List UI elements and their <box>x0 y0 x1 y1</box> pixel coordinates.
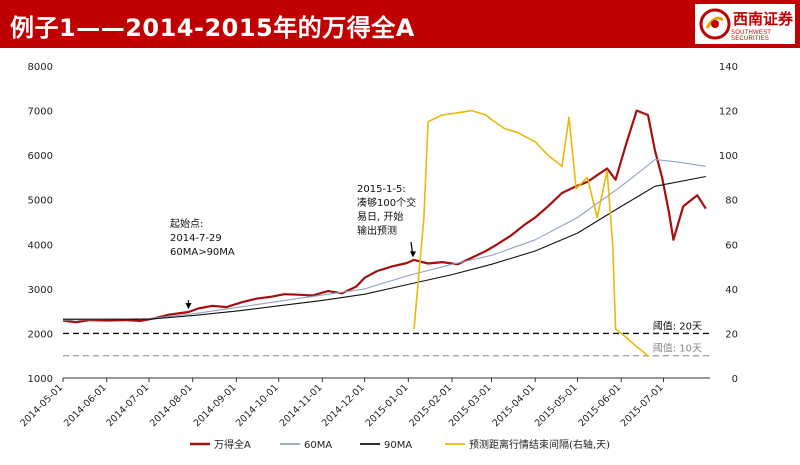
annotation-line: 凑够100个交 <box>357 198 417 209</box>
y-right-tick-label: 100 <box>719 151 738 162</box>
x-tick-label: 2014-11-01 <box>278 382 325 429</box>
x-tick-label: 2014-09-01 <box>192 382 239 429</box>
annotation-line: 输出预测 <box>357 226 397 237</box>
annotation-start-point: 起始点: 2014-7-29 60MA>90MA <box>170 218 235 260</box>
annotation-forecast-start: 2015-1-5: 凑够100个交 易日, 开始 输出预测 <box>357 183 416 239</box>
x-tick-label: 2014-08-01 <box>148 382 195 429</box>
legend-label: 90MA <box>384 440 412 451</box>
x-tick-label: 2014-10-01 <box>234 382 281 429</box>
annotation-line: 2014-7-29 <box>170 233 222 244</box>
y-left-tick-label: 5000 <box>28 196 53 207</box>
x-tick-label: 2015-03-01 <box>447 382 494 429</box>
x-tick-label: 2015-07-01 <box>619 382 666 429</box>
y-right-tick-label: 140 <box>719 62 738 73</box>
x-tick-label: 2014-12-01 <box>320 382 367 429</box>
x-tick-label: 2014-07-01 <box>104 382 151 429</box>
page-title: 例子1——2014-2015年的万得全A <box>10 14 415 42</box>
y-left-tick-label: 7000 <box>28 107 53 118</box>
annotation-line: 2015-1-5: <box>357 184 406 195</box>
y-left-tick-label: 8000 <box>28 62 53 73</box>
y-left-tick-label: 6000 <box>28 151 53 162</box>
x-tick-label: 2014-05-01 <box>18 382 65 429</box>
x-tick-label: 2015-06-01 <box>576 382 623 429</box>
legend-label: 万得全A <box>214 438 251 451</box>
x-tick-label: 2015-04-01 <box>491 382 538 429</box>
x-tick-label: 2014-06-01 <box>62 382 109 429</box>
y-right-tick-label: 80 <box>725 196 738 207</box>
series-line <box>62 159 706 321</box>
chart: 2014-05-012014-06-012014-07-012014-08-01… <box>18 62 738 451</box>
brand-name: 西南证券 <box>733 10 794 28</box>
y-left-tick-label: 4000 <box>28 240 53 251</box>
y-right-tick-label: 60 <box>725 240 738 251</box>
brand-emblem-icon <box>699 8 731 40</box>
y-right-tick-label: 120 <box>719 107 738 118</box>
y-left-tick-label: 1000 <box>28 374 53 385</box>
legend-label: 60MA <box>304 440 332 451</box>
series-line <box>62 109 707 324</box>
x-tick-label: 2015-01-01 <box>364 382 411 429</box>
y-left-tick-label: 2000 <box>28 329 53 340</box>
title-bar: 例子1——2014-2015年的万得全A <box>0 0 800 48</box>
annotation-arrowhead <box>185 303 192 310</box>
series-line <box>413 109 649 358</box>
threshold-label: 阈值: 20天 <box>653 319 702 332</box>
brand-logo <box>695 4 795 44</box>
y-left-tick-label: 3000 <box>28 285 53 296</box>
brand-subtitle: SOUTHWEST SECURITIES <box>731 30 772 42</box>
annotation-line: 60MA>90MA <box>170 247 235 258</box>
annotation-arrowhead <box>409 251 416 258</box>
legend-label: 预测距离行情结束间隔(右轴,天) <box>469 438 610 451</box>
threshold-label: 阈值: 10天 <box>653 342 702 355</box>
y-right-tick-label: 0 <box>732 374 738 385</box>
annotation-line: 起始点: <box>170 219 204 230</box>
y-right-tick-label: 40 <box>725 285 738 296</box>
y-right-tick-label: 20 <box>725 329 738 340</box>
x-tick-label: 2015-05-01 <box>533 382 580 429</box>
series-line <box>63 175 706 320</box>
annotation-line: 易日, 开始 <box>357 212 404 223</box>
